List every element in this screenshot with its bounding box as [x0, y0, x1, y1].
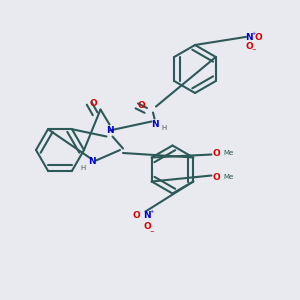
Text: N: N [151, 120, 158, 129]
Text: −: − [251, 47, 256, 52]
Text: O: O [212, 172, 220, 182]
Text: −: − [149, 229, 154, 233]
Text: N: N [245, 33, 253, 42]
Text: Me: Me [223, 150, 233, 156]
Text: Me: Me [223, 174, 233, 180]
Text: N: N [143, 212, 151, 220]
Text: N: N [88, 158, 95, 166]
Text: +: + [149, 209, 154, 214]
Text: +: + [251, 31, 256, 36]
Text: O: O [212, 148, 220, 158]
Text: O: O [254, 33, 262, 42]
Text: N: N [106, 126, 113, 135]
Text: O: O [137, 100, 145, 109]
Text: O: O [89, 99, 97, 108]
Text: O: O [143, 222, 151, 231]
Text: H: H [80, 165, 86, 171]
Text: O: O [133, 212, 140, 220]
Text: O: O [245, 42, 253, 51]
Text: H: H [161, 124, 166, 130]
